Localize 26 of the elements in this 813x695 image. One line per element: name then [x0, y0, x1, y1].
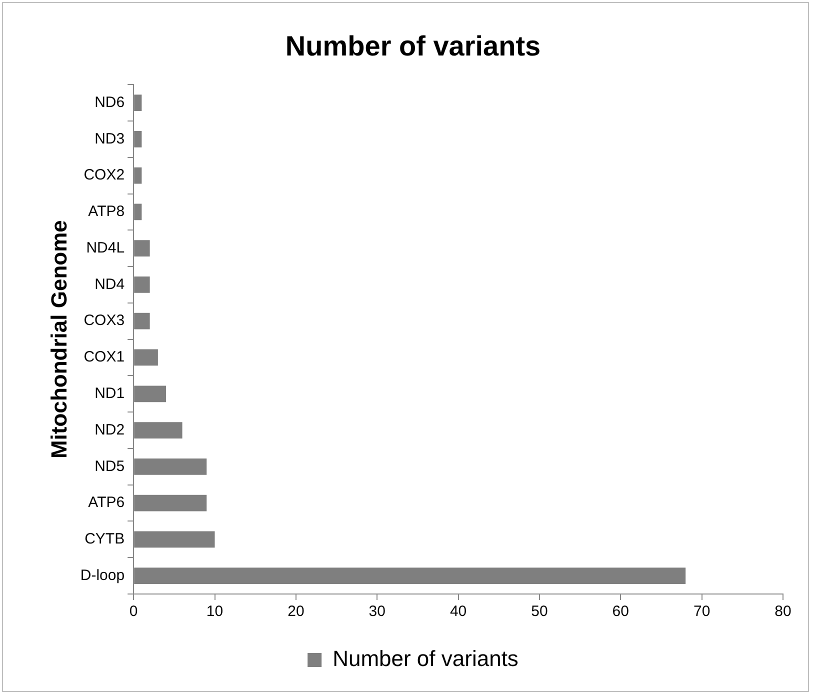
- y-tick-label: D-loop: [80, 566, 125, 584]
- legend-label: Number of variants: [332, 646, 518, 672]
- x-tick-label: 70: [693, 603, 710, 620]
- y-tick-label: ND2: [94, 421, 125, 438]
- x-tick-label: 80: [774, 603, 792, 620]
- y-tick-label: ATP8: [88, 203, 125, 220]
- x-tick-label: 50: [531, 603, 548, 620]
- y-tick-label: ND4: [94, 276, 125, 293]
- y-tick-label: ATP6: [88, 494, 125, 512]
- x-tick-label: 30: [368, 603, 386, 620]
- y-tick-label: ND3: [94, 130, 125, 148]
- chart-title: Number of variants: [285, 30, 541, 62]
- y-axis-title: Mitochondrial Genome: [46, 220, 72, 458]
- y-tick-label: COX1: [84, 348, 125, 366]
- x-tick-label: 10: [206, 603, 224, 620]
- y-tick-label: ND4L: [86, 239, 125, 256]
- x-tick-label: 0: [129, 603, 138, 620]
- y-tick-label: ND5: [94, 458, 125, 475]
- x-tick-label: 40: [450, 603, 467, 620]
- y-tick-label: CYTB: [84, 530, 125, 548]
- y-tick-label: ND6: [94, 94, 125, 111]
- y-tick-label: COX3: [84, 312, 125, 330]
- x-tick-label: 60: [612, 603, 629, 620]
- y-tick-label: COX2: [84, 166, 125, 184]
- x-tick-label: 20: [288, 603, 304, 620]
- y-tick-label: ND1: [94, 385, 125, 402]
